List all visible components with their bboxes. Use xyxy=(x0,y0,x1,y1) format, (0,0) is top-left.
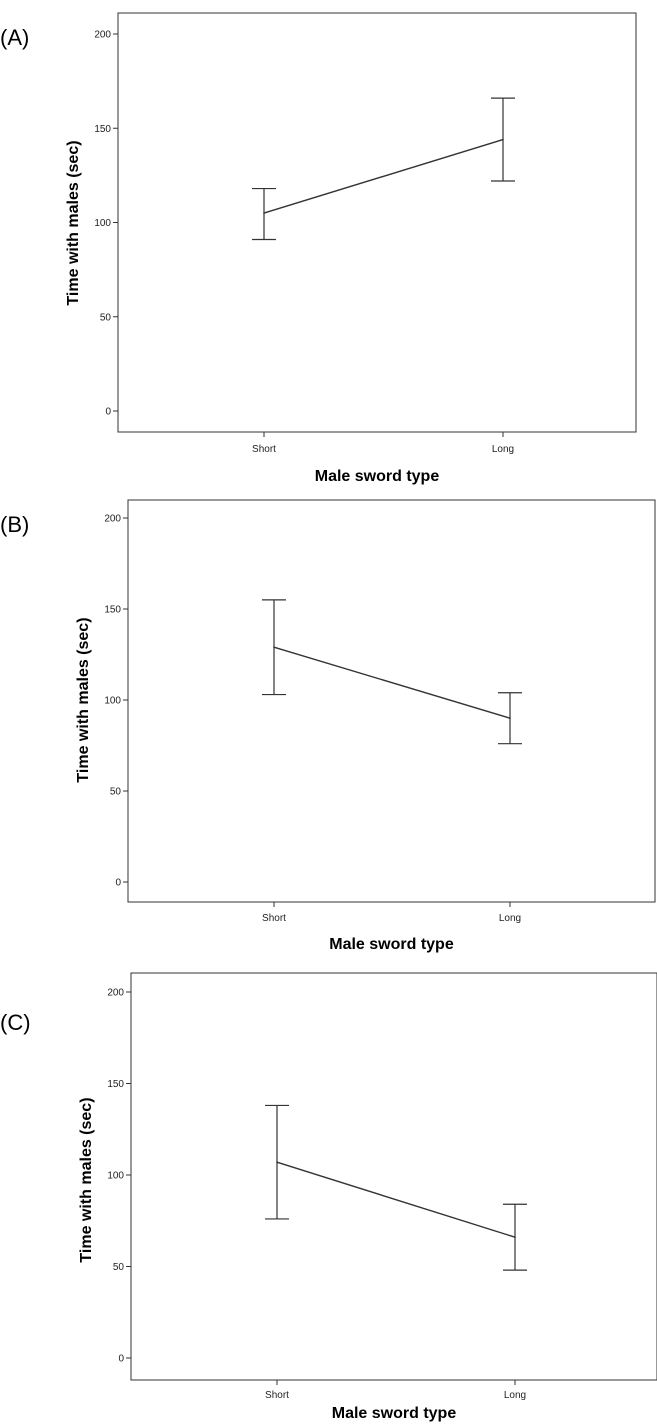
data-point xyxy=(263,212,265,214)
y-tick-label: 50 xyxy=(100,312,112,323)
y-tick-label: 50 xyxy=(113,1262,125,1273)
series-line xyxy=(263,138,504,214)
data-point xyxy=(502,138,504,141)
x-tick-label: Long xyxy=(499,913,521,924)
chart-panel-2: (B) 0 50 100 150 200 Short Long Male sword type T… xyxy=(0,499,656,953)
y-tick-label: 0 xyxy=(115,878,121,889)
plot-frame xyxy=(117,12,637,433)
x-axis-title: Male sword type xyxy=(315,468,440,485)
x-axis-title: Male sword type xyxy=(329,936,454,953)
x-axis-title: Male sword type xyxy=(332,1405,457,1422)
chart-panel-3: (C) 0 50 100 150 200 Short Long Male sword type T… xyxy=(0,972,657,1422)
y-tick-label: 0 xyxy=(118,1354,124,1365)
data-point xyxy=(509,717,511,719)
data-point xyxy=(273,646,275,649)
y-tick-label: 200 xyxy=(94,30,111,41)
y-tick-label: 100 xyxy=(94,218,111,229)
x-tick-label: Long xyxy=(504,1390,526,1401)
chart-panel-1: (A) 0 50 100 150 200 Short Long Male sword type T… xyxy=(0,12,637,485)
plot-frame xyxy=(127,499,656,903)
x-tick-label: Short xyxy=(265,1390,289,1401)
data-point xyxy=(276,1161,278,1163)
plot-frame xyxy=(130,972,657,1381)
y-tick-label: 150 xyxy=(107,1079,124,1090)
panel-label: (C) xyxy=(0,1010,31,1035)
y-tick-label: 0 xyxy=(105,407,111,418)
y-tick-label: 200 xyxy=(107,988,124,999)
y-tick-label: 50 xyxy=(110,787,122,798)
y-tick-label: 100 xyxy=(104,696,121,707)
data-point xyxy=(514,1236,516,1239)
y-tick-label: 100 xyxy=(107,1171,124,1182)
x-tick-label: Long xyxy=(492,444,514,455)
series-line xyxy=(276,1161,516,1238)
series-line xyxy=(273,646,511,719)
y-axis-title: Time with males (sec) xyxy=(75,617,92,782)
x-tick-label: Short xyxy=(252,444,276,455)
panel-label: (B) xyxy=(0,512,29,537)
panel-label: (A) xyxy=(0,25,29,50)
y-tick-label: 150 xyxy=(104,605,121,616)
y-axis-title: Time with males (sec) xyxy=(78,1097,95,1262)
y-tick-label: 200 xyxy=(104,514,121,525)
y-tick-label: 150 xyxy=(94,124,111,135)
y-axis-title: Time with males (sec) xyxy=(65,140,82,305)
x-tick-label: Short xyxy=(262,913,286,924)
